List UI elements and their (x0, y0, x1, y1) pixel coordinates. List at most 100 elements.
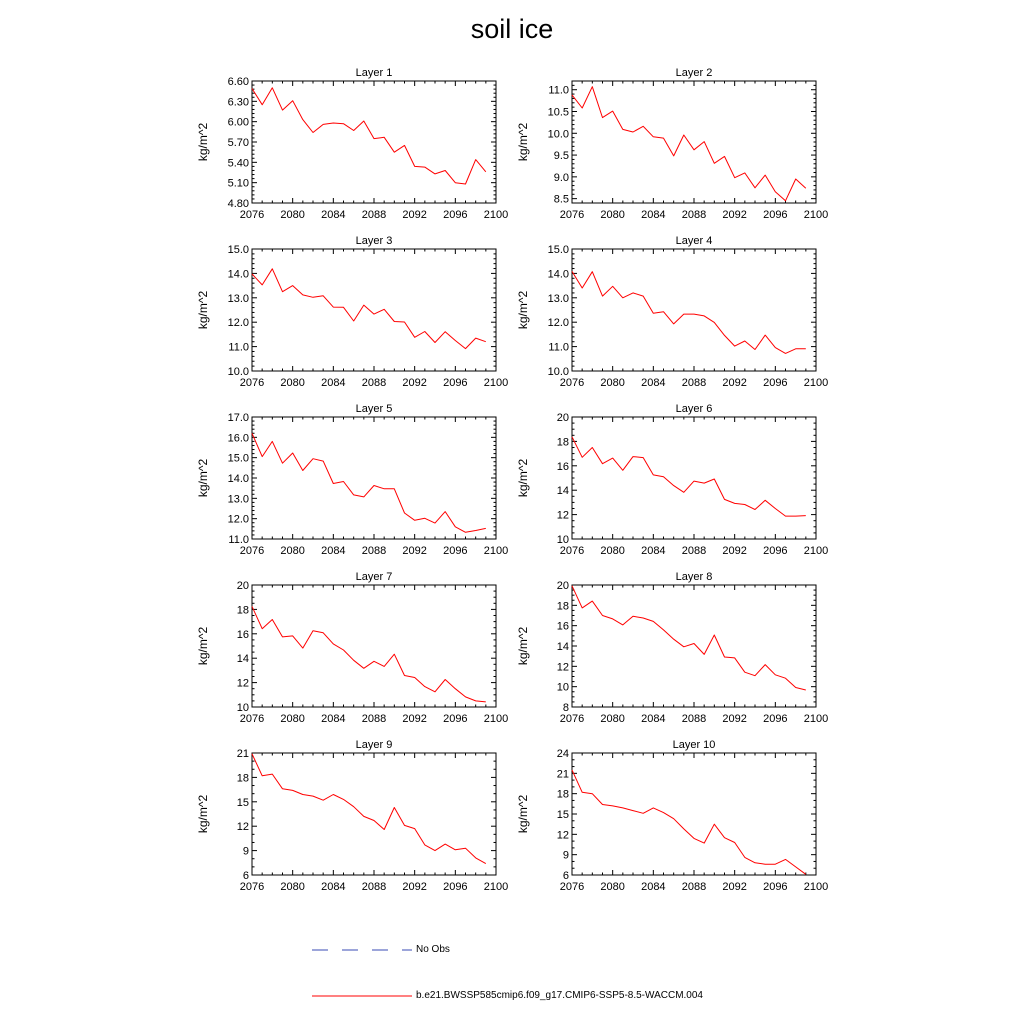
y-axis-label: kg/m^2 (516, 627, 530, 666)
y-tick-label: 9.5 (554, 150, 569, 162)
y-tick-label: 15.0 (228, 453, 249, 465)
x-tick-label: 2092 (722, 881, 746, 893)
y-axis-label: kg/m^2 (516, 795, 530, 834)
y-tick-label: 16 (557, 621, 569, 633)
y-tick-label: 24 (557, 748, 569, 760)
series-line (571, 585, 806, 691)
x-tick-label: 2080 (600, 377, 624, 389)
y-tick-label: 16.0 (228, 432, 249, 444)
plot-frame (571, 416, 817, 540)
x-tick-label: 2084 (641, 545, 665, 557)
panel-title: Layer 7 (356, 571, 393, 583)
y-tick-label: 21 (557, 768, 569, 780)
y-tick-label: 14.0 (228, 268, 249, 280)
y-tick-label: 12 (237, 821, 249, 833)
x-tick-label: 2076 (560, 545, 584, 557)
chart-panel-8: Layer 8 2076 2080 2084 2088 2092 2096 2100 8 10 12… (516, 571, 828, 725)
x-tick-label: 2088 (362, 209, 386, 221)
y-tick-label: 20 (237, 580, 249, 592)
y-tick-label: 20 (557, 412, 569, 424)
y-tick-label: 15.0 (228, 244, 249, 256)
x-tick-label: 2076 (240, 881, 264, 893)
y-tick-label: 11.0 (228, 342, 249, 354)
y-tick-label: 11.0 (228, 534, 249, 546)
plot-frame (251, 248, 497, 372)
y-tick-label: 12.0 (228, 514, 249, 526)
y-tick-label: 9 (563, 850, 569, 862)
x-tick-label: 2096 (763, 881, 787, 893)
plot-frame (571, 584, 817, 708)
y-axis-label: kg/m^2 (196, 459, 210, 498)
y-tick-label: 13.0 (548, 293, 569, 305)
x-tick-label: 2092 (402, 545, 426, 557)
x-tick-label: 2080 (600, 881, 624, 893)
x-tick-label: 2080 (280, 713, 304, 725)
panel-title: Layer 10 (673, 739, 716, 751)
x-tick-label: 2088 (682, 713, 706, 725)
x-tick-label: 2096 (443, 713, 467, 725)
x-tick-label: 2088 (362, 713, 386, 725)
y-tick-label: 10.0 (228, 366, 249, 378)
y-tick-label: 8.5 (554, 194, 569, 206)
y-tick-label: 20 (557, 580, 569, 592)
y-tick-label: 18 (557, 789, 569, 801)
x-tick-label: 2088 (682, 209, 706, 221)
y-tick-label: 15 (557, 809, 569, 821)
x-tick-label: 2100 (804, 881, 828, 893)
y-tick-label: 12 (237, 678, 249, 690)
series-line (251, 433, 486, 533)
plot-frame (571, 752, 817, 876)
y-tick-label: 10.0 (548, 128, 569, 140)
y-tick-label: 10 (557, 682, 569, 694)
x-tick-label: 2084 (641, 713, 665, 725)
y-tick-label: 9 (243, 846, 249, 858)
y-tick-label: 13.0 (228, 293, 249, 305)
y-tick-label: 14.0 (548, 268, 569, 280)
legend (312, 949, 412, 997)
y-tick-label: 12 (557, 661, 569, 673)
x-tick-label: 2080 (280, 881, 304, 893)
x-tick-label: 2088 (362, 545, 386, 557)
chart-panel-1: Layer 1 2076 2080 2084 2088 2092 2096 2100 4.80 5… (196, 67, 508, 221)
x-tick-label: 2092 (402, 377, 426, 389)
x-tick-label: 2100 (804, 545, 828, 557)
y-tick-label: 5.10 (228, 178, 249, 190)
y-axis-label: kg/m^2 (516, 459, 530, 498)
x-tick-label: 2100 (804, 377, 828, 389)
panel-title: Layer 3 (356, 235, 393, 247)
x-tick-label: 2076 (240, 545, 264, 557)
x-tick-label: 2096 (763, 713, 787, 725)
y-tick-label: 18 (557, 436, 569, 448)
chart-panel-7: Layer 7 2076 2080 2084 2088 2092 2096 2100 10 12 1… (196, 571, 508, 725)
x-tick-label: 2084 (641, 881, 665, 893)
y-tick-label: 16 (237, 629, 249, 641)
series-line (571, 86, 807, 202)
x-tick-label: 2096 (443, 545, 467, 557)
x-tick-label: 2084 (641, 209, 665, 221)
y-axis-label: kg/m^2 (196, 627, 210, 666)
y-tick-label: 12 (557, 829, 569, 841)
panel-title: Layer 2 (676, 67, 713, 79)
x-tick-label: 2076 (560, 713, 584, 725)
x-tick-label: 2076 (560, 881, 584, 893)
y-axis-label: kg/m^2 (516, 123, 530, 162)
x-tick-label: 2096 (763, 209, 787, 221)
series-line (571, 271, 806, 354)
x-tick-label: 2100 (804, 713, 828, 725)
y-tick-label: 14 (557, 485, 569, 497)
x-tick-label: 2084 (641, 377, 665, 389)
y-tick-label: 21 (237, 748, 249, 760)
y-tick-label: 14 (557, 641, 569, 653)
chart-panel-10: Layer 10 2076 2080 2084 2088 2092 2096 2100 6 9 12… (516, 739, 828, 893)
y-tick-label: 10 (557, 534, 569, 546)
x-tick-label: 2084 (321, 713, 345, 725)
y-tick-label: 12.0 (548, 317, 569, 329)
y-tick-label: 10.5 (548, 107, 569, 119)
x-tick-label: 2088 (682, 545, 706, 557)
x-tick-label: 2076 (560, 377, 584, 389)
series-line (571, 436, 806, 517)
panel-title: Layer 9 (356, 739, 393, 751)
panel-title: Layer 1 (356, 67, 393, 79)
legend-model-label: b.e21.BWSSP585cmip6.f09_g17.CMIP6-SSP5-8… (416, 990, 703, 1001)
